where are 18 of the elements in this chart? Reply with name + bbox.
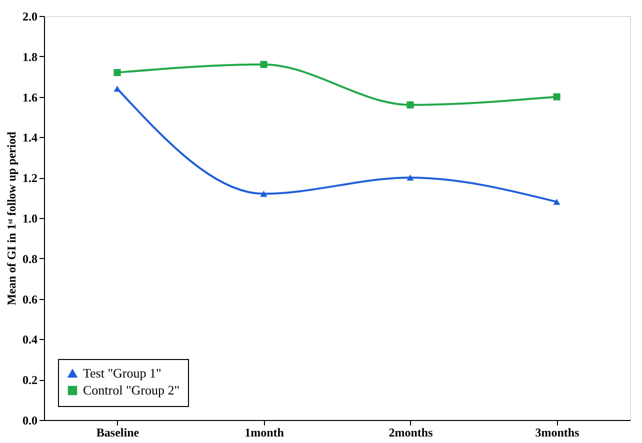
x-tick-label: Baseline <box>96 426 140 440</box>
legend-label: Control "Group 2" <box>83 382 180 398</box>
y-tick-label: 0.8 <box>22 252 38 266</box>
y-tick-label: 1.6 <box>22 90 38 104</box>
x-tick-label: 3months <box>535 426 580 440</box>
y-axis-title: Mean of GI in 1ˢᵗ follow up period <box>4 131 18 306</box>
legend-label: Test "Group 1" <box>83 366 162 380</box>
y-tick-label: 1.0 <box>22 212 38 226</box>
y-tick-label: 1.2 <box>22 171 38 186</box>
y-tick-label: 1.4 <box>22 130 38 145</box>
y-tick-label: 2.0 <box>22 10 38 24</box>
x-tick-label: 2months <box>388 426 434 440</box>
y-tick-label: 0.4 <box>22 332 38 347</box>
y-tick-label: 0.6 <box>22 292 38 306</box>
y-tick-label: 0.2 <box>22 373 38 388</box>
x-tick-label: 1month <box>244 426 284 440</box>
y-tick-label: 1.8 <box>22 50 38 64</box>
y-tick-label: 0.0 <box>22 414 38 428</box>
